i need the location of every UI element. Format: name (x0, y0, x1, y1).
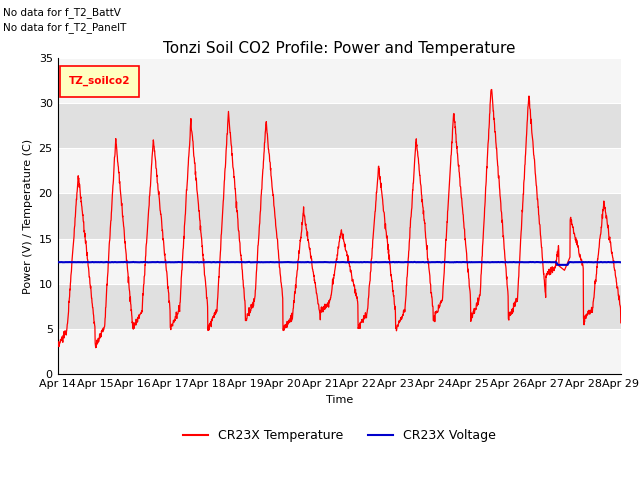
Bar (58, 239, 621, 284)
Bar (58, 284, 621, 329)
Bar (58, 148, 621, 193)
X-axis label: Time: Time (326, 395, 353, 405)
Bar (58, 193, 621, 239)
Bar (58, 58, 621, 103)
Text: No data for f_T2_PanelT: No data for f_T2_PanelT (3, 22, 127, 33)
Text: TZ_soilco2: TZ_soilco2 (69, 76, 131, 86)
Text: No data for f_T2_BattV: No data for f_T2_BattV (3, 7, 121, 18)
Legend: CR23X Temperature, CR23X Voltage: CR23X Temperature, CR23X Voltage (178, 424, 500, 447)
FancyBboxPatch shape (60, 66, 140, 97)
Bar (58, 329, 621, 374)
Title: Tonzi Soil CO2 Profile: Power and Temperature: Tonzi Soil CO2 Profile: Power and Temper… (163, 41, 515, 57)
Bar (58, 103, 621, 148)
Y-axis label: Power (V) / Temperature (C): Power (V) / Temperature (C) (23, 138, 33, 294)
